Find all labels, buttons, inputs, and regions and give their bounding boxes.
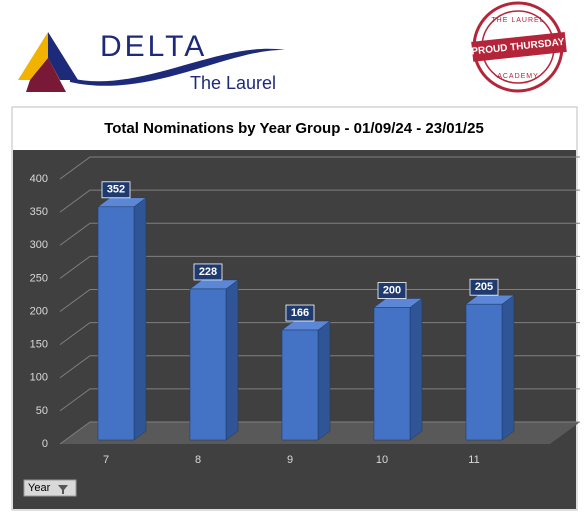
x-tick-label: 10	[376, 454, 388, 466]
value-label-bg	[285, 304, 315, 322]
value-label-bg	[377, 282, 407, 299]
grid-line	[59, 255, 580, 279]
logo-shape	[26, 58, 66, 92]
filter-icon[interactable]	[58, 485, 68, 494]
y-tick-label: 400	[30, 173, 48, 185]
grid-line	[59, 156, 580, 180]
value-label: 228	[199, 266, 217, 278]
bar-side	[409, 298, 423, 441]
x-tick-label: 11	[468, 454, 479, 466]
bar	[281, 329, 319, 441]
plot: 0 50 100 150 200 250 300 350 400 7 352 8 228 9 166 10 20…	[30, 156, 580, 466]
y-tick-label: 300	[30, 239, 48, 251]
logo-title: DELTA	[100, 30, 207, 63]
y-tick-label: 250	[30, 272, 48, 284]
badge: THE LAUREL PROUD THURSDAY ACADEMY	[471, 1, 567, 93]
grid-line	[59, 189, 580, 213]
value-label-bg	[469, 278, 499, 296]
x-tick-label: 8	[195, 454, 201, 466]
logo-swoosh	[70, 48, 285, 86]
badge-banner	[471, 32, 567, 62]
badge-bottom: ACADEMY	[497, 73, 539, 80]
bar-side	[133, 197, 147, 441]
bar-side	[501, 294, 515, 441]
y-tick-label: 50	[36, 405, 48, 417]
y-tick-label: 200	[30, 305, 48, 317]
chart-title: Total Nominations by Year Group - 01/09/…	[104, 120, 484, 137]
logo: DELTA The Laurel	[18, 30, 285, 93]
y-tick-label: 0	[42, 438, 48, 450]
badge-top: THE LAUREL	[491, 17, 544, 24]
value-label: 166	[291, 307, 309, 319]
y-tick-label: 100	[30, 372, 48, 384]
grid-line	[59, 222, 580, 246]
x-tick-label: 9	[287, 454, 293, 466]
bar	[97, 206, 135, 441]
filter-button-label[interactable]: Year	[28, 482, 51, 494]
bar	[373, 307, 411, 441]
y-tick-label: 150	[30, 339, 48, 351]
value-label: 205	[475, 281, 493, 293]
x-tick-label: 7	[103, 454, 109, 466]
bar-side	[225, 279, 239, 441]
y-tick-label: 350	[30, 206, 48, 218]
value-label: 200	[383, 284, 401, 296]
value-label-bg	[193, 263, 223, 281]
bar-side	[317, 320, 331, 441]
bar	[465, 303, 503, 441]
bar	[189, 288, 227, 441]
value-label-bg	[101, 181, 131, 199]
value-label: 352	[107, 184, 125, 196]
grid-line	[59, 289, 580, 312]
logo-subtitle: The Laurel	[190, 73, 276, 93]
filter-button[interactable]: Year	[23, 479, 77, 497]
logo-shape	[48, 32, 78, 80]
